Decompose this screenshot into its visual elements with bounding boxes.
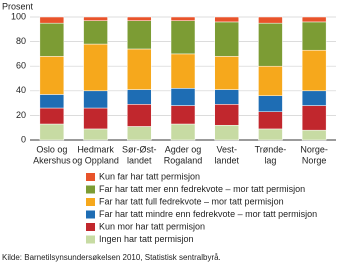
bar-segment — [170, 53, 196, 89]
x-tick-label: lag — [264, 155, 276, 165]
bar-segment — [39, 16, 65, 24]
bar-segment — [127, 20, 152, 50]
x-tick-label: Agder og — [165, 144, 202, 154]
bar-segment — [170, 20, 196, 55]
bar-segment — [170, 16, 196, 21]
x-tick-label: Hedmark — [77, 144, 114, 154]
bar-segment — [39, 56, 65, 95]
bar-segment — [39, 107, 65, 125]
bar-segment — [83, 16, 108, 21]
bar-segment — [39, 22, 65, 57]
bar-segment — [83, 20, 108, 45]
legend-swatch — [86, 198, 95, 206]
legend-swatch — [86, 223, 95, 231]
y-tick-label: 100 — [11, 11, 26, 21]
bar-segment — [214, 21, 239, 57]
bar-segment — [170, 88, 196, 106]
legend-label: Ingen har tatt permisjon — [99, 234, 194, 244]
x-tick-label: landet — [214, 155, 239, 165]
y-tick-label: 20 — [16, 110, 26, 120]
x-tick-label: Sør-Øst- — [122, 144, 157, 154]
x-tick-label: Rogaland — [164, 155, 203, 165]
bar-segment — [258, 16, 283, 24]
bar-segment — [258, 95, 283, 112]
bar-segment — [83, 43, 108, 92]
bar-segment — [214, 124, 239, 141]
bar-segment — [258, 65, 283, 96]
bar-segment — [258, 22, 283, 67]
bar-segment — [83, 107, 108, 130]
bar-segment — [301, 49, 327, 92]
bar-segment — [301, 16, 327, 23]
x-tick-label: Norge — [302, 155, 327, 165]
source: Kilde: Barnetilsynsundersøkelsen 2010, S… — [2, 253, 221, 262]
x-tick-label: Akershus — [33, 155, 71, 165]
bar-segment — [127, 89, 152, 105]
x-tick-label: Vest- — [216, 144, 237, 154]
bar-segment — [127, 48, 152, 90]
bar-segment — [39, 123, 65, 141]
bar-segment — [214, 104, 239, 126]
x-tick-label: landet — [127, 155, 152, 165]
legend-label: Kun mor har tatt permisjon — [99, 221, 205, 231]
legend-swatch — [86, 173, 95, 181]
bar-segment — [39, 94, 65, 109]
legend-label: Far har tatt mer enn fedrekvote – mor ta… — [99, 184, 305, 194]
legend-label: Far har tatt mindre enn fedrekvote – mor… — [99, 209, 317, 219]
bar-segment — [127, 104, 152, 127]
bar-segment — [301, 129, 327, 141]
x-tick-label: Trønde- — [255, 144, 287, 154]
y-tick-label: 60 — [16, 61, 26, 71]
y-tick-label: 80 — [16, 36, 26, 46]
legend-label: Kun far har tatt permisjon — [99, 171, 200, 181]
bar-segment — [301, 90, 327, 106]
bar-segment — [214, 16, 239, 23]
y-tick-label: 40 — [16, 85, 26, 95]
y-axis-label: Prosent — [2, 1, 34, 11]
bar-segment — [170, 105, 196, 125]
bar-segment — [301, 105, 327, 131]
legend-label: Far har tatt full fedrekvote – mor tatt … — [99, 196, 284, 206]
bar-segment — [258, 111, 283, 130]
x-tick-label: Norge- — [300, 144, 328, 154]
bar-segment — [127, 16, 152, 21]
legend-swatch — [86, 235, 95, 244]
bar-segment — [127, 126, 152, 141]
legend-swatch — [86, 210, 95, 219]
x-tick-label: Oslo og — [36, 144, 67, 154]
bar-segment — [214, 89, 239, 105]
legend-swatch — [86, 185, 95, 194]
x-tick-label: og Oppland — [72, 155, 119, 165]
bar-segment — [214, 56, 239, 90]
bar-segment — [258, 128, 283, 141]
bar-segment — [301, 21, 327, 51]
bar-segment — [170, 123, 196, 141]
y-tick-label: 0 — [21, 134, 26, 144]
bar-segment — [83, 90, 108, 109]
bar-segment — [83, 128, 108, 141]
